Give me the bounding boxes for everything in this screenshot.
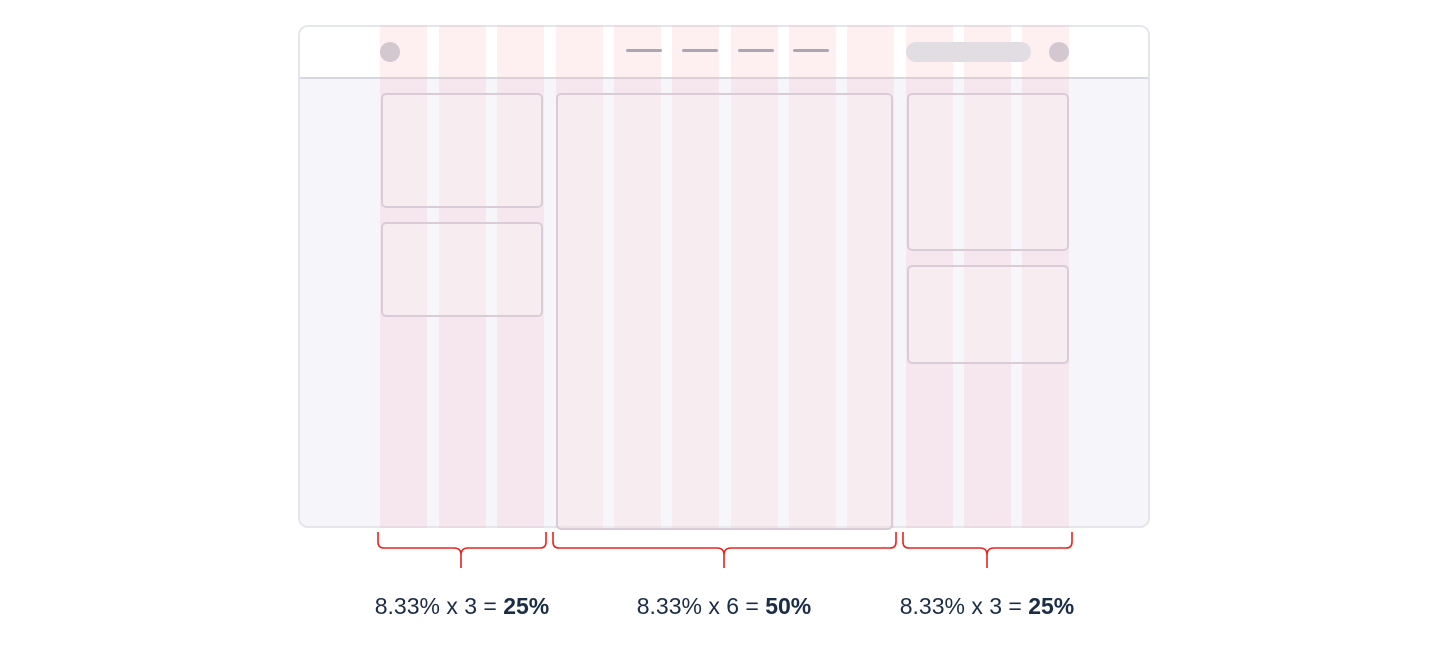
result-text: 25% <box>1028 593 1075 619</box>
grid-column <box>731 25 778 528</box>
nav-item-placeholder <box>626 49 662 52</box>
brace-left <box>377 532 547 568</box>
grid-column <box>964 25 1011 528</box>
grid-column <box>439 25 486 528</box>
grid-column <box>556 25 603 528</box>
left-card-1 <box>381 93 543 208</box>
nav-item-placeholder <box>793 49 829 52</box>
browser-window <box>298 25 1150 528</box>
circle-avatar-icon <box>1049 42 1069 62</box>
right-card-1 <box>907 93 1069 251</box>
grid-column <box>380 25 427 528</box>
formula-text: 8.33% x 3 = <box>374 593 504 619</box>
span-label-right: 8.33% x 3 = 25% <box>867 590 1107 622</box>
circle-logo-icon <box>380 42 400 62</box>
result-text: 50% <box>765 593 812 619</box>
grid-column <box>497 25 544 528</box>
right-card-2 <box>907 265 1069 364</box>
left-card-2 <box>381 222 543 317</box>
span-label-left: 8.33% x 3 = 25% <box>342 590 582 622</box>
search-bar-placeholder <box>906 42 1031 62</box>
formula-text: 8.33% x 3 = <box>899 593 1029 619</box>
nav-item-placeholder <box>682 49 718 52</box>
grid-column <box>1022 25 1069 528</box>
grid-column <box>789 25 836 528</box>
grid-column <box>614 25 661 528</box>
brace-middle <box>552 532 897 568</box>
brace-right <box>902 532 1073 568</box>
span-label-middle: 8.33% x 6 = 50% <box>604 590 844 622</box>
grid-column <box>906 25 953 528</box>
grid-column <box>672 25 719 528</box>
main-content-card <box>556 93 893 530</box>
formula-text: 8.33% x 6 = <box>636 593 766 619</box>
grid-column <box>847 25 894 528</box>
result-text: 25% <box>503 593 550 619</box>
nav-item-placeholder <box>738 49 774 52</box>
